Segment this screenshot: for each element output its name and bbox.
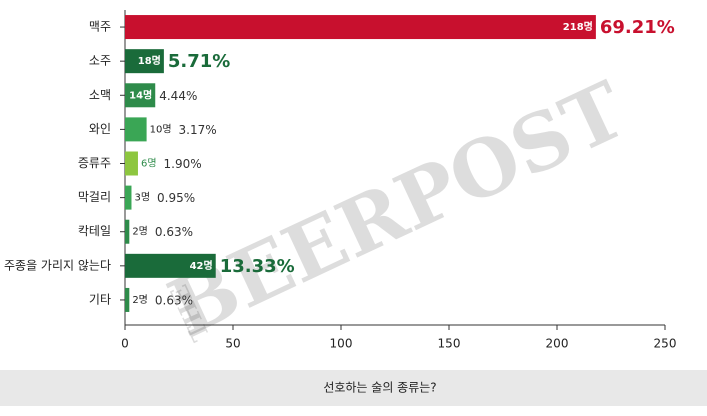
share-label: 13.33% — [220, 256, 295, 277]
bar — [125, 151, 138, 176]
watermark-group: BEERPOST THE — [156, 65, 639, 355]
bar — [125, 117, 147, 142]
share-label: 69.21% — [600, 17, 675, 38]
share-label: 1.90% — [164, 157, 202, 171]
x-tick-label: 50 — [225, 337, 240, 351]
value-label: 2명 — [132, 294, 148, 306]
x-tick-label: 0 — [121, 337, 129, 351]
value-label: 18명 — [138, 54, 161, 67]
bar — [125, 185, 132, 210]
y-tick-label: 기타 — [89, 292, 111, 306]
share-label: 0.63% — [155, 225, 193, 239]
share-label: 0.95% — [157, 191, 195, 205]
share-label: 5.71% — [168, 51, 230, 72]
share-label: 3.17% — [179, 123, 217, 137]
y-tick-label: 소맥 — [89, 88, 111, 102]
value-label: 42명 — [190, 259, 213, 272]
y-tick-label: 소주 — [89, 54, 111, 68]
bar — [125, 287, 130, 312]
value-label: 14명 — [129, 88, 152, 101]
bar — [125, 15, 596, 40]
value-label: 10명 — [150, 123, 172, 135]
value-label: 218명 — [563, 20, 593, 33]
value-label: 2명 — [132, 226, 148, 238]
y-tick-label: 증류주 — [78, 156, 111, 170]
value-label: 6명 — [141, 158, 157, 170]
y-tick-label: 칵테일 — [78, 224, 111, 238]
watermark: BEERPOST — [156, 65, 639, 355]
x-axis-title: 선호하는 술의 종류는? — [323, 381, 436, 395]
y-tick-label: 주종을 가리지 않는다 — [4, 258, 111, 272]
value-label: 3명 — [134, 192, 150, 204]
x-tick-label: 100 — [330, 337, 353, 351]
y-tick-label: 와인 — [89, 122, 111, 136]
bar — [125, 253, 216, 278]
y-tick-label: 맥주 — [89, 20, 111, 34]
bar — [125, 219, 130, 244]
share-label: 0.63% — [155, 293, 193, 307]
share-label: 4.44% — [159, 89, 197, 103]
x-tick-label: 200 — [546, 337, 569, 351]
bar — [125, 83, 156, 108]
footer-band — [0, 370, 707, 406]
bar — [125, 49, 164, 74]
x-tick-label: 250 — [654, 337, 677, 351]
y-tick-label: 막걸리 — [78, 190, 111, 204]
x-tick-label: 150 — [438, 337, 461, 351]
